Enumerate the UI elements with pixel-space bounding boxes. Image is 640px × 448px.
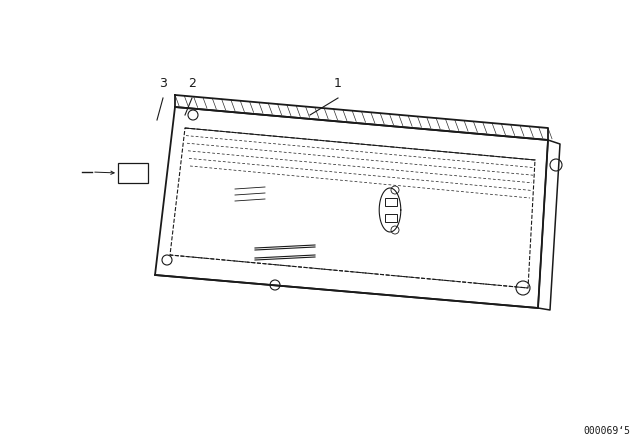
Text: 3: 3 <box>159 77 167 90</box>
Text: 1: 1 <box>334 77 342 90</box>
Text: 000069‘5: 000069‘5 <box>583 426 630 436</box>
Bar <box>385 198 397 206</box>
Bar <box>385 214 397 222</box>
Bar <box>118 163 148 183</box>
Text: 2: 2 <box>188 77 196 90</box>
